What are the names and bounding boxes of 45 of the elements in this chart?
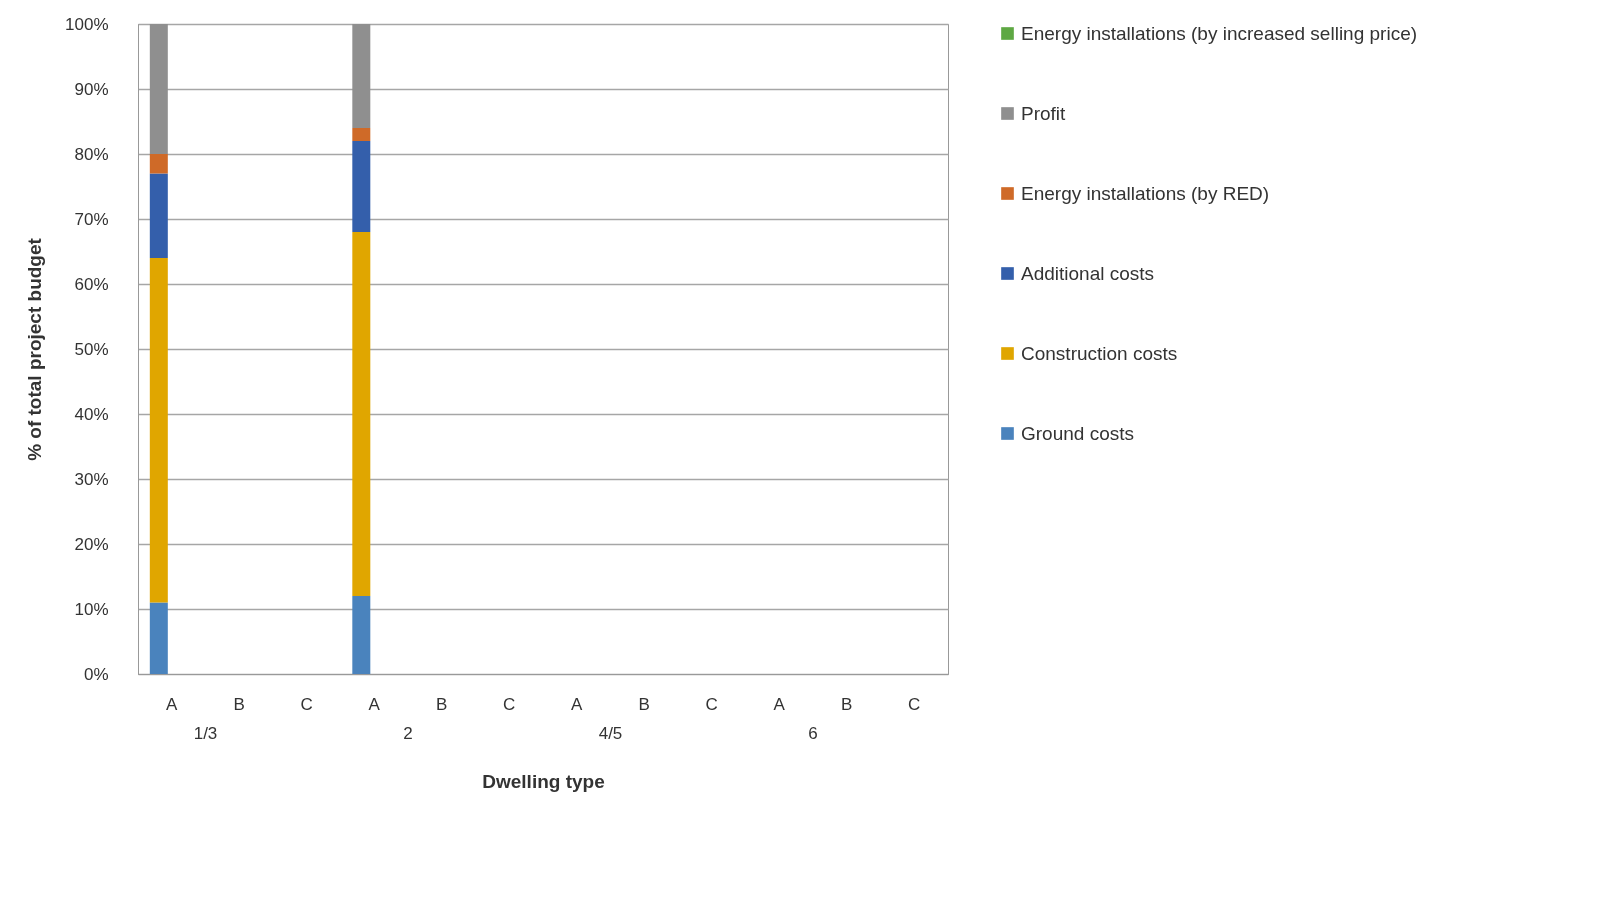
x-tick-label: C — [300, 694, 313, 714]
bar — [352, 232, 371, 596]
x-tick-label: B — [638, 694, 650, 714]
legend-label: Energy installations (by RED) — [1021, 182, 1270, 204]
y-tick-label: 50% — [74, 339, 109, 359]
x-tick-label: A — [773, 694, 786, 714]
text: 2 — [403, 724, 413, 743]
text: 4/5 — [598, 724, 623, 743]
y-tick-label: 100% — [65, 14, 109, 34]
y-tick-label: 40% — [74, 404, 109, 424]
text: 6 — [808, 724, 818, 743]
x-tick-label: C — [705, 694, 718, 714]
x-tick-label: A — [166, 694, 179, 714]
bar — [352, 128, 371, 141]
x-tick-label: A — [368, 694, 381, 714]
x-tick-label: B — [841, 694, 853, 714]
bar — [149, 154, 168, 174]
legend-label: Construction costs — [1021, 342, 1178, 364]
y-tick-label: 30% — [74, 469, 109, 489]
x-tick-label: C — [503, 694, 516, 714]
legend-label: Ground costs — [1021, 422, 1134, 444]
y-tick-label: 60% — [74, 274, 109, 294]
x-axis-title: Dwelling type — [482, 770, 605, 792]
bar — [149, 173, 168, 258]
x-tick-label: B — [436, 694, 448, 714]
legend-label: Profit — [1021, 102, 1067, 124]
y-axis-title: % of total project budget — [24, 237, 46, 461]
x-tick-label: B — [233, 694, 245, 714]
text: 1/3 — [193, 724, 218, 743]
bar — [149, 258, 168, 603]
bar — [352, 596, 371, 674]
legend-label: Energy installations (by increased selling price) — [1021, 22, 1418, 44]
y-tick-label: 20% — [74, 534, 109, 554]
bar — [352, 141, 371, 232]
y-tick-label: 70% — [74, 209, 109, 229]
y-tick-label: 10% — [74, 599, 109, 619]
bar — [149, 24, 168, 154]
bar — [352, 24, 371, 128]
bar — [149, 602, 168, 674]
legend-label: Additional costs — [1021, 262, 1155, 284]
y-tick-label: 90% — [74, 79, 109, 99]
y-tick-label: 0% — [83, 664, 109, 684]
y-tick-label: 80% — [74, 144, 109, 164]
x-tick-label: A — [571, 694, 584, 714]
x-tick-label: C — [908, 694, 921, 714]
